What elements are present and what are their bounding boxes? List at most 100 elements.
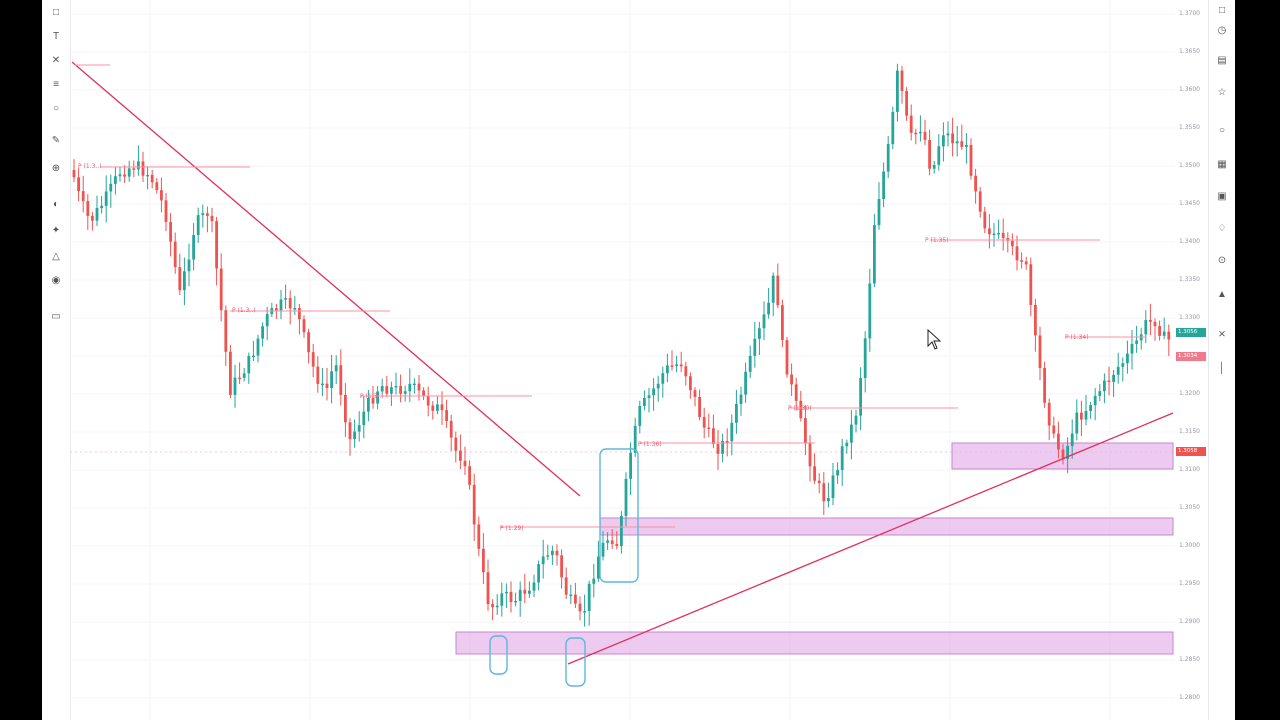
price-tick-label: 1.2800	[1179, 694, 1200, 701]
price-tick-label: 1.3400	[1179, 238, 1200, 245]
candle-body	[854, 415, 858, 425]
candle-body	[284, 298, 287, 300]
highlight-box[interactable]	[599, 448, 639, 583]
price-tick-label: 1.3550	[1179, 124, 1200, 131]
candle-body	[141, 161, 145, 176]
candle-body	[196, 215, 200, 235]
trash-icon[interactable]: ▭	[51, 310, 61, 322]
eye-icon[interactable]: ◉	[51, 274, 61, 286]
candle-body	[896, 70, 899, 112]
candle-body	[183, 271, 186, 291]
calendar-icon[interactable]: ▦	[1217, 158, 1227, 170]
brush-icon[interactable]: ✦	[51, 224, 61, 236]
screener-icon[interactable]: ⨯	[1217, 328, 1227, 340]
candle-body	[449, 421, 453, 438]
price-tick-label: 1.3200	[1179, 390, 1200, 397]
candle-body	[905, 91, 908, 116]
candle-body	[863, 338, 867, 379]
candle-body	[505, 591, 508, 594]
alert-icon[interactable]: ▲	[1217, 288, 1227, 300]
pivot-marker-label: P (1.3..)	[360, 393, 384, 400]
clock-icon[interactable]: ◷	[1217, 24, 1227, 36]
supply-demand-zone[interactable]	[455, 631, 1174, 655]
candle-body	[417, 383, 421, 391]
candle-body	[578, 603, 582, 612]
price-tick-label: 1.3450	[1179, 200, 1200, 207]
candle-body	[969, 144, 973, 176]
hotlist-icon[interactable]: ♢	[1217, 222, 1227, 234]
candle-body	[698, 396, 701, 417]
price-label-badge: 1.3034	[1176, 352, 1206, 361]
price-tick-label: 1.3000	[1179, 542, 1200, 549]
pivot-marker-label: P (1.36)	[638, 441, 662, 448]
candle-body	[546, 555, 550, 557]
watchlist-icon[interactable]: □	[1218, 4, 1226, 16]
chat-icon[interactable]: ○	[1218, 124, 1226, 136]
candle-body	[532, 582, 536, 591]
drawing-toolbar: □ T ✕ ≡ ○ ✎ ⊕ ◐ ✦ △ ◉ ▭	[42, 0, 71, 720]
candle-body	[965, 144, 968, 147]
candle-body	[988, 228, 991, 235]
candle-body	[463, 460, 467, 467]
candle-body	[758, 328, 761, 339]
candle-body	[753, 338, 757, 356]
circle-icon[interactable]: ○	[52, 102, 60, 114]
candle-body	[500, 593, 504, 606]
text-icon[interactable]: T	[52, 30, 60, 42]
candle-body	[1020, 260, 1023, 262]
candle-body	[638, 405, 642, 426]
candle-body	[454, 437, 458, 451]
candle-body	[353, 431, 356, 440]
candle-body	[302, 319, 306, 333]
candle-body	[523, 589, 527, 594]
uptrend-line[interactable]	[567, 412, 1174, 665]
candle-body	[440, 404, 444, 411]
candle-body	[541, 556, 545, 565]
downtrend-line[interactable]	[71, 61, 581, 497]
streams-icon[interactable]: ⊙	[1217, 254, 1227, 266]
candle-body	[739, 394, 743, 405]
candle-body	[1153, 321, 1157, 327]
tree-icon[interactable]: │	[1218, 362, 1226, 374]
candle-body	[923, 131, 927, 141]
price-chart[interactable]: P (1.3..) P (1.3..) P (1.3..) P (1.29) P (1.…	[70, 0, 1175, 720]
candle-body	[822, 483, 826, 502]
idea-icon[interactable]: ☆	[1217, 86, 1227, 98]
zoom-icon[interactable]: ⊕	[51, 162, 61, 174]
candle-body	[518, 589, 522, 601]
news-icon[interactable]: ▣	[1217, 190, 1227, 202]
candle-body	[1144, 320, 1148, 335]
candle-body	[210, 215, 214, 222]
candle-body	[1047, 402, 1051, 426]
candle-body	[206, 213, 209, 216]
cross-icon[interactable]: ✕	[51, 54, 61, 66]
magnet-icon[interactable]: ◐	[52, 198, 60, 210]
candle-body	[482, 548, 485, 573]
pivot-marker-label: P (1.3..)	[78, 163, 102, 170]
candle-body	[974, 175, 977, 192]
candle-body	[528, 590, 531, 594]
candle-body	[118, 174, 122, 177]
price-scale[interactable]: 1.3700 1.3650 1.3600 1.3550 1.3500 1.3450 1.34…	[1175, 0, 1208, 720]
price-tick-label: 1.3650	[1179, 48, 1200, 55]
candle-body	[716, 444, 720, 454]
highlight-box[interactable]	[565, 637, 586, 687]
candle-body	[693, 390, 697, 397]
candle-body	[1116, 366, 1120, 375]
data-window-icon[interactable]: ▤	[1217, 54, 1227, 66]
candle-body	[1126, 353, 1129, 364]
chart-drawings	[71, 61, 1174, 687]
pencil-icon[interactable]: ✎	[51, 134, 61, 146]
candle-body	[670, 365, 674, 367]
candle-body	[229, 351, 232, 395]
candle-body	[187, 259, 191, 272]
lock-icon[interactable]: △	[52, 250, 60, 262]
candle-body	[1149, 320, 1152, 322]
candle-body	[615, 544, 619, 547]
highlight-box[interactable]	[489, 635, 508, 675]
candle-body	[679, 364, 683, 367]
lines-icon[interactable]: ≡	[53, 78, 59, 90]
candle-body	[675, 364, 678, 367]
candle-body	[81, 191, 85, 202]
cursor-icon[interactable]: □	[52, 6, 60, 18]
